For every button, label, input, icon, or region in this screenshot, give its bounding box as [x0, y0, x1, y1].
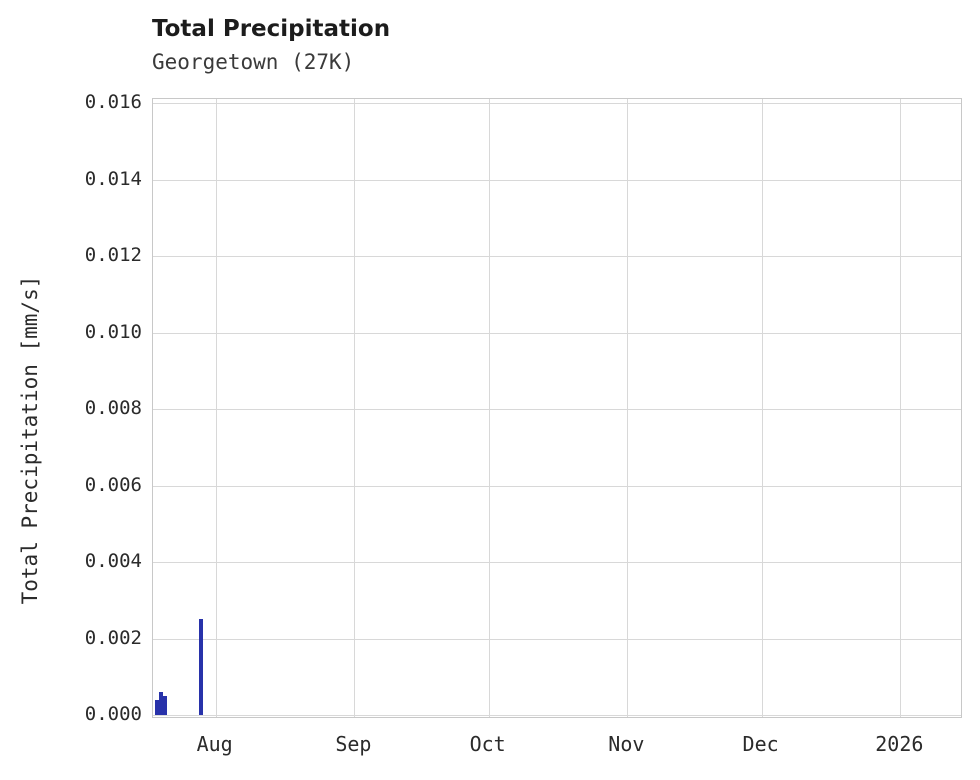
y-tick-label: 0.000	[84, 703, 142, 725]
gridline-horizontal	[153, 409, 961, 410]
x-tick-label: Nov	[608, 732, 645, 756]
y-tick-label: 0.004	[84, 550, 142, 572]
x-tick-label: Aug	[196, 732, 233, 756]
x-tick-label: 2026	[875, 732, 924, 756]
gridline-horizontal	[153, 103, 961, 104]
y-tick-label: 0.008	[84, 397, 142, 419]
y-tick-label: 0.014	[84, 167, 142, 190]
gridline-horizontal	[153, 638, 961, 640]
chart-subtitle: Georgetown (27K)	[152, 50, 355, 74]
gridline-horizontal	[153, 715, 961, 716]
y-tick-label: 0.002	[84, 626, 142, 649]
gridline-vertical	[488, 99, 490, 717]
y-tick-label: 0.006	[84, 473, 142, 496]
gridline-horizontal	[153, 179, 961, 181]
precipitation-bar	[163, 695, 167, 715]
gridline-horizontal	[153, 256, 961, 257]
y-tick-label: 0.010	[84, 320, 142, 343]
x-tick-label: Dec	[742, 732, 779, 756]
chart-title: Total Precipitation	[152, 16, 391, 42]
gridline-vertical	[761, 99, 763, 717]
gridline-vertical	[627, 99, 629, 717]
y-tick-label: 0.016	[84, 91, 142, 113]
precipitation-bar	[155, 699, 159, 715]
precipitation-bar	[199, 619, 203, 715]
gridline-vertical	[900, 99, 902, 717]
gridline-horizontal	[153, 332, 961, 334]
gridline-vertical	[354, 99, 356, 717]
x-tick-label: Sep	[335, 732, 372, 756]
gridline-horizontal	[153, 562, 961, 563]
precipitation-bar	[159, 692, 163, 715]
gridline-vertical	[215, 99, 217, 717]
plot-area	[152, 98, 962, 718]
gridline-horizontal	[153, 485, 961, 487]
x-tick-label: Oct	[469, 732, 506, 756]
y-tick-label: 0.012	[84, 244, 142, 266]
